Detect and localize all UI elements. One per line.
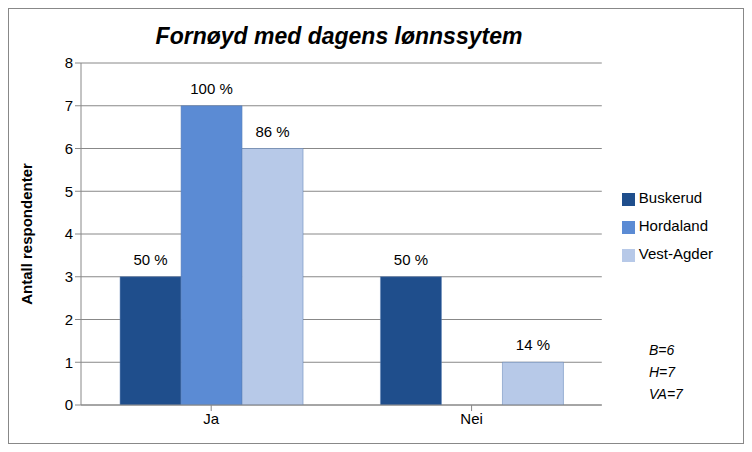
svg-text:5: 5 — [65, 183, 73, 200]
html-text:Hordaland: Hordaland — [638, 217, 708, 234]
svg-text:0: 0 — [65, 396, 73, 413]
svg-text:Ja: Ja — [203, 410, 220, 427]
svg-text:Nei: Nei — [460, 410, 483, 427]
svg-text:50 %: 50 % — [394, 251, 428, 268]
html-text:H=7: H=7 — [649, 364, 676, 380]
svg-text:4: 4 — [65, 225, 73, 242]
html-text:Vest-Agder: Vest-Agder — [638, 245, 713, 262]
svg-text:6: 6 — [65, 140, 73, 157]
svg-text:7: 7 — [65, 97, 73, 114]
svg-text:3: 3 — [65, 268, 73, 285]
svg-text:8: 8 — [65, 54, 73, 71]
svg-text:1: 1 — [65, 354, 73, 371]
html-text:Buskerud: Buskerud — [638, 189, 703, 206]
svg-text:Antall respondenter: Antall respondenter — [18, 163, 35, 305]
html-text:Fornøyd med dagens lønnssytem: Fornøyd med dagens lønnssytem — [155, 23, 523, 49]
html-text:B=6: B=6 — [649, 342, 675, 358]
svg-text:2: 2 — [65, 311, 73, 328]
svg-text:50 %: 50 % — [133, 251, 167, 268]
svg-text:86 %: 86 % — [255, 123, 289, 140]
html-text:VA=7: VA=7 — [649, 386, 683, 402]
svg-text:14 %: 14 % — [516, 336, 550, 353]
svg-text:100 %: 100 % — [190, 80, 233, 97]
